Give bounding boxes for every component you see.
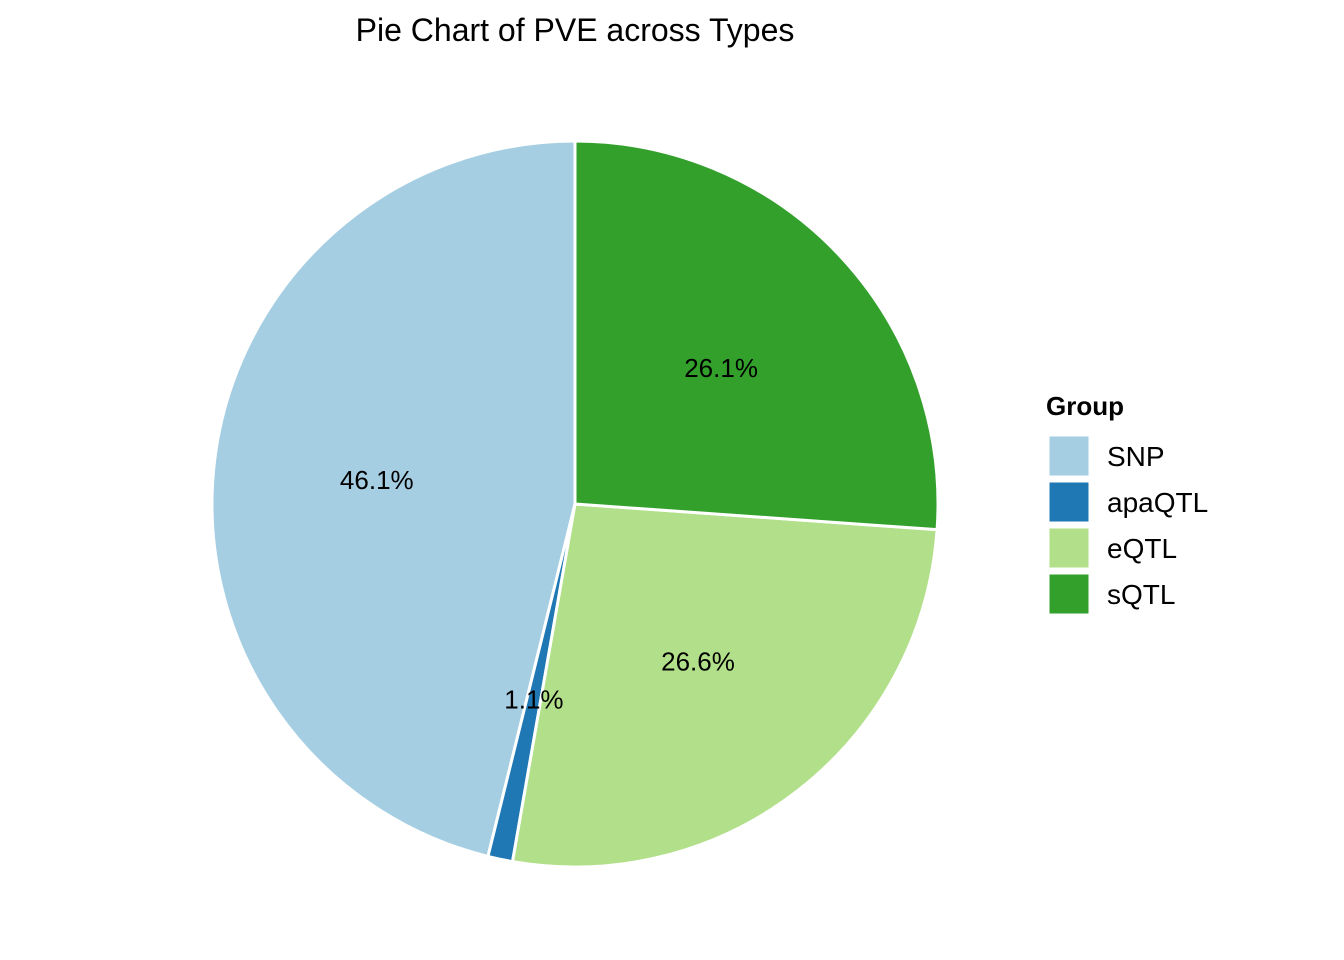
legend-key-snp	[1048, 435, 1090, 477]
pie-slice-labels: 46.1% 1.1% 26.6% 26.1%	[340, 353, 758, 715]
chart-title: Pie Chart of PVE across Types	[356, 12, 795, 48]
pie-slices	[210, 139, 940, 869]
legend-key-apaqtl	[1048, 481, 1090, 523]
pie-slice-eqtl	[511, 502, 939, 869]
slice-label-sqtl: 26.1%	[684, 353, 758, 383]
legend-label-eqtl: eQTL	[1107, 533, 1177, 564]
slice-label-snp: 46.1%	[340, 465, 414, 495]
legend: Group SNP apaQTL eQTL sQTL	[1046, 391, 1208, 615]
pie-slice-snp	[210, 139, 577, 858]
legend-label-snp: SNP	[1107, 441, 1165, 472]
legend-title: Group	[1046, 391, 1124, 421]
legend-label-sqtl: sQTL	[1107, 579, 1175, 610]
legend-key-sqtl	[1048, 573, 1090, 615]
legend-key-eqtl	[1048, 527, 1090, 569]
pie-slice-sqtl	[573, 139, 940, 532]
legend-items: SNP apaQTL eQTL sQTL	[1048, 435, 1208, 615]
slice-label-apaqtl: 1.1%	[504, 684, 563, 714]
legend-label-apaqtl: apaQTL	[1107, 487, 1208, 518]
slice-label-eqtl: 26.6%	[661, 646, 735, 676]
